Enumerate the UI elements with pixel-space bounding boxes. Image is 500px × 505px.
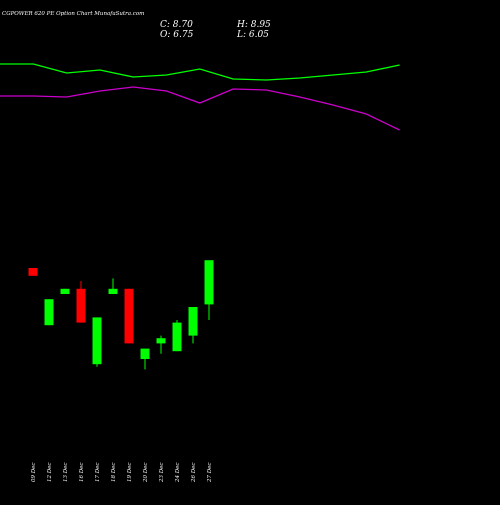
chart-title: CGPOWER 620 PE Option Chart MunafaSutra.… [2,11,144,17]
candle-body [156,338,166,344]
indicator-lines [0,63,400,131]
candle [204,260,214,320]
high-value: H: 8.95 [236,20,271,30]
x-tick-label: 17 Dec [95,463,101,483]
close-value: C: 8.70 [160,20,193,30]
lower-line [0,86,400,131]
x-axis-ticks: 09 Dec 12 Dec 13 Dec 16 Dec 17 Dec 18 Dec 19 D… [31,463,213,484]
x-tick-label: 18 Dec [111,463,117,483]
low-value: L: 6.05 [236,30,269,40]
x-tick-label: 26 Dec [191,463,197,484]
candle-body [60,288,70,294]
x-tick-label: 19 Dec [127,463,133,483]
candle [188,307,198,344]
candle-body [140,348,150,359]
candle-body [188,307,198,336]
x-tick-label: 12 Dec [47,463,53,483]
x-tick-label: 09 Dec [31,463,37,483]
candle-body [44,299,54,326]
x-tick-label: 23 Dec [159,463,165,484]
x-tick-label: 24 Dec [175,463,181,484]
candle-body [124,288,134,344]
candle-body [92,317,102,365]
x-tick-label: 16 Dec [79,463,85,483]
candle-body [76,288,86,323]
candle [60,288,70,294]
candle-body [172,322,182,352]
x-tick-label: 20 Dec [143,463,149,484]
candle [156,335,166,354]
candle-body [108,288,118,294]
candle [76,281,86,323]
candle [124,288,134,344]
candle [172,320,182,352]
candle-body [28,268,38,276]
open-value: O: 6.75 [160,30,194,40]
candle [92,317,102,367]
candle [44,299,54,326]
x-tick-label: 27 Dec [207,463,213,484]
candles [28,260,214,370]
candle [108,278,118,294]
candle-body [204,260,214,305]
candle [28,268,38,276]
x-tick-label: 13 Dec [63,463,69,483]
upper-line [0,63,400,81]
candle [140,348,150,370]
